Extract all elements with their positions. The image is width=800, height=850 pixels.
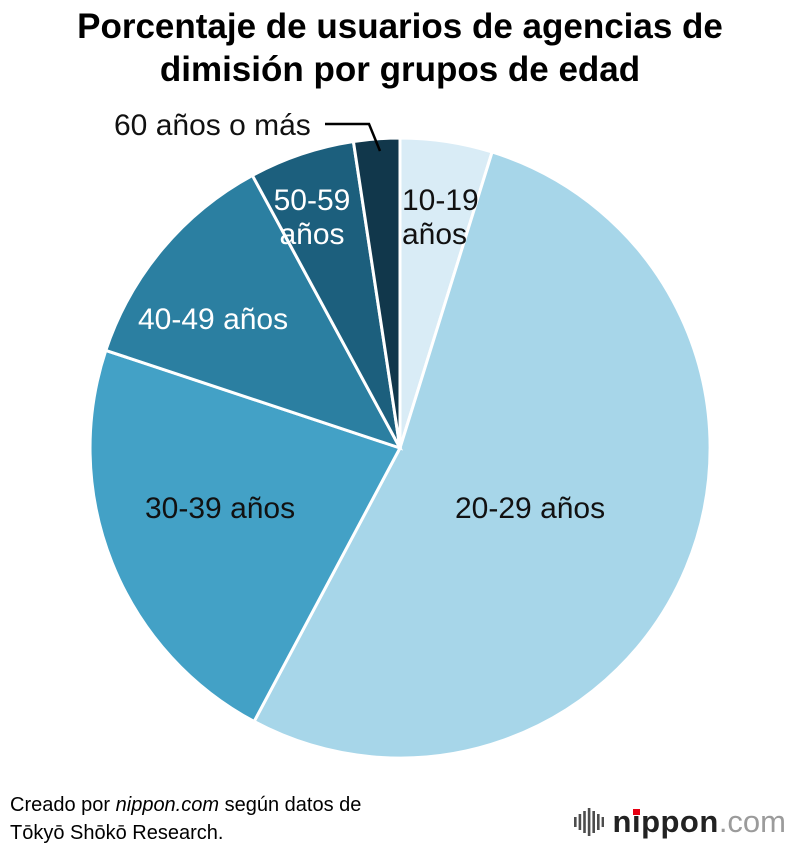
pie-label-0: 10-19 años xyxy=(402,184,479,251)
logo-name: nippon xyxy=(612,804,719,839)
pie-label-2: 30-39 años xyxy=(145,492,296,525)
credit-suffix: según datos de xyxy=(219,794,362,816)
pie-label-1: 20-29 años xyxy=(455,492,606,525)
credit-line-2: Tōkyō Shōkō Research. xyxy=(10,822,224,844)
pie-slice-2 xyxy=(88,348,403,724)
pie-label-3: 40-49 años xyxy=(138,303,289,336)
pie-slice-3 xyxy=(103,173,404,451)
pie-label-4: 50-59 años xyxy=(273,184,351,251)
source-credit: Creado por nippon.com según datos de Tōk… xyxy=(10,791,361,847)
pie-slice-1 xyxy=(252,150,712,760)
logo-red-dot xyxy=(632,809,640,815)
chart-title: Porcentaje de usuarios de agencias de di… xyxy=(77,7,723,89)
logo-bars-icon xyxy=(573,808,604,836)
logo-tld: .com xyxy=(718,804,786,839)
pie-slices xyxy=(88,136,712,760)
credit-source: nippon.com xyxy=(115,794,220,816)
credit-prefix: Creado por xyxy=(10,794,116,816)
nippon-logo: nippon .com xyxy=(573,803,786,841)
credit-line-1: Creado por nippon.com según datos de xyxy=(10,791,361,819)
pie-slice-5 xyxy=(351,136,402,449)
callout-line-60-plus xyxy=(325,122,382,152)
pie-label-5: 60 años o más xyxy=(114,109,311,142)
